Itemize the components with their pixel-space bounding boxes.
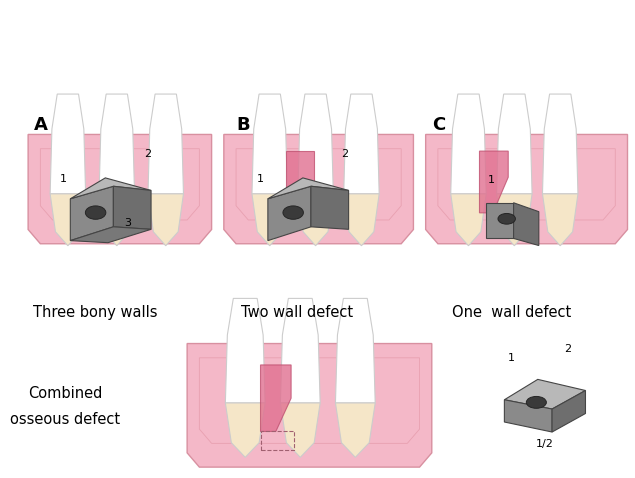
Polygon shape xyxy=(50,194,86,246)
Polygon shape xyxy=(344,94,379,194)
Polygon shape xyxy=(451,194,486,246)
Polygon shape xyxy=(268,186,311,240)
Polygon shape xyxy=(148,94,184,194)
Polygon shape xyxy=(344,194,379,246)
Text: 2: 2 xyxy=(342,149,349,159)
Polygon shape xyxy=(552,391,585,432)
Bar xyxy=(260,431,294,450)
Text: A: A xyxy=(34,116,48,134)
Polygon shape xyxy=(497,94,532,194)
Polygon shape xyxy=(225,298,265,403)
Polygon shape xyxy=(268,178,349,199)
Polygon shape xyxy=(187,344,432,467)
Ellipse shape xyxy=(283,206,304,219)
Polygon shape xyxy=(70,227,151,243)
Polygon shape xyxy=(335,298,375,403)
Polygon shape xyxy=(99,194,135,246)
Polygon shape xyxy=(542,194,578,246)
Ellipse shape xyxy=(526,396,546,408)
Text: 1: 1 xyxy=(508,353,515,363)
Polygon shape xyxy=(504,380,585,409)
Polygon shape xyxy=(70,178,151,199)
Text: 1: 1 xyxy=(488,175,495,185)
Polygon shape xyxy=(335,403,375,457)
Polygon shape xyxy=(148,194,184,246)
Text: osseous defect: osseous defect xyxy=(10,413,120,427)
Polygon shape xyxy=(514,203,539,246)
Polygon shape xyxy=(224,134,413,244)
Polygon shape xyxy=(298,194,333,246)
Text: 1: 1 xyxy=(60,174,67,184)
Polygon shape xyxy=(28,134,211,244)
Polygon shape xyxy=(425,134,627,244)
Polygon shape xyxy=(225,403,265,457)
Polygon shape xyxy=(298,94,333,194)
Polygon shape xyxy=(70,186,114,240)
Polygon shape xyxy=(479,151,508,213)
Polygon shape xyxy=(451,94,486,194)
Text: Combined: Combined xyxy=(28,386,102,401)
Polygon shape xyxy=(281,403,320,457)
Polygon shape xyxy=(252,194,288,246)
Text: Three bony walls: Three bony walls xyxy=(33,305,157,320)
Text: Two wall defect: Two wall defect xyxy=(241,305,353,320)
Text: C: C xyxy=(432,116,445,134)
Text: B: B xyxy=(236,116,250,134)
Polygon shape xyxy=(504,400,552,432)
Polygon shape xyxy=(114,186,151,229)
Polygon shape xyxy=(260,365,291,432)
Text: 3: 3 xyxy=(124,217,131,228)
Ellipse shape xyxy=(85,206,106,219)
Text: 2: 2 xyxy=(144,149,151,159)
Polygon shape xyxy=(252,94,288,194)
Polygon shape xyxy=(286,151,314,213)
Text: One  wall defect: One wall defect xyxy=(451,305,571,320)
Polygon shape xyxy=(486,203,514,239)
Ellipse shape xyxy=(498,214,516,224)
Polygon shape xyxy=(542,94,578,194)
Polygon shape xyxy=(497,194,532,246)
Text: 1/2: 1/2 xyxy=(536,439,554,449)
Polygon shape xyxy=(99,94,135,194)
Text: 1: 1 xyxy=(257,174,264,184)
Polygon shape xyxy=(281,298,320,403)
Polygon shape xyxy=(311,186,349,229)
Text: 2: 2 xyxy=(565,344,572,354)
Polygon shape xyxy=(50,94,86,194)
